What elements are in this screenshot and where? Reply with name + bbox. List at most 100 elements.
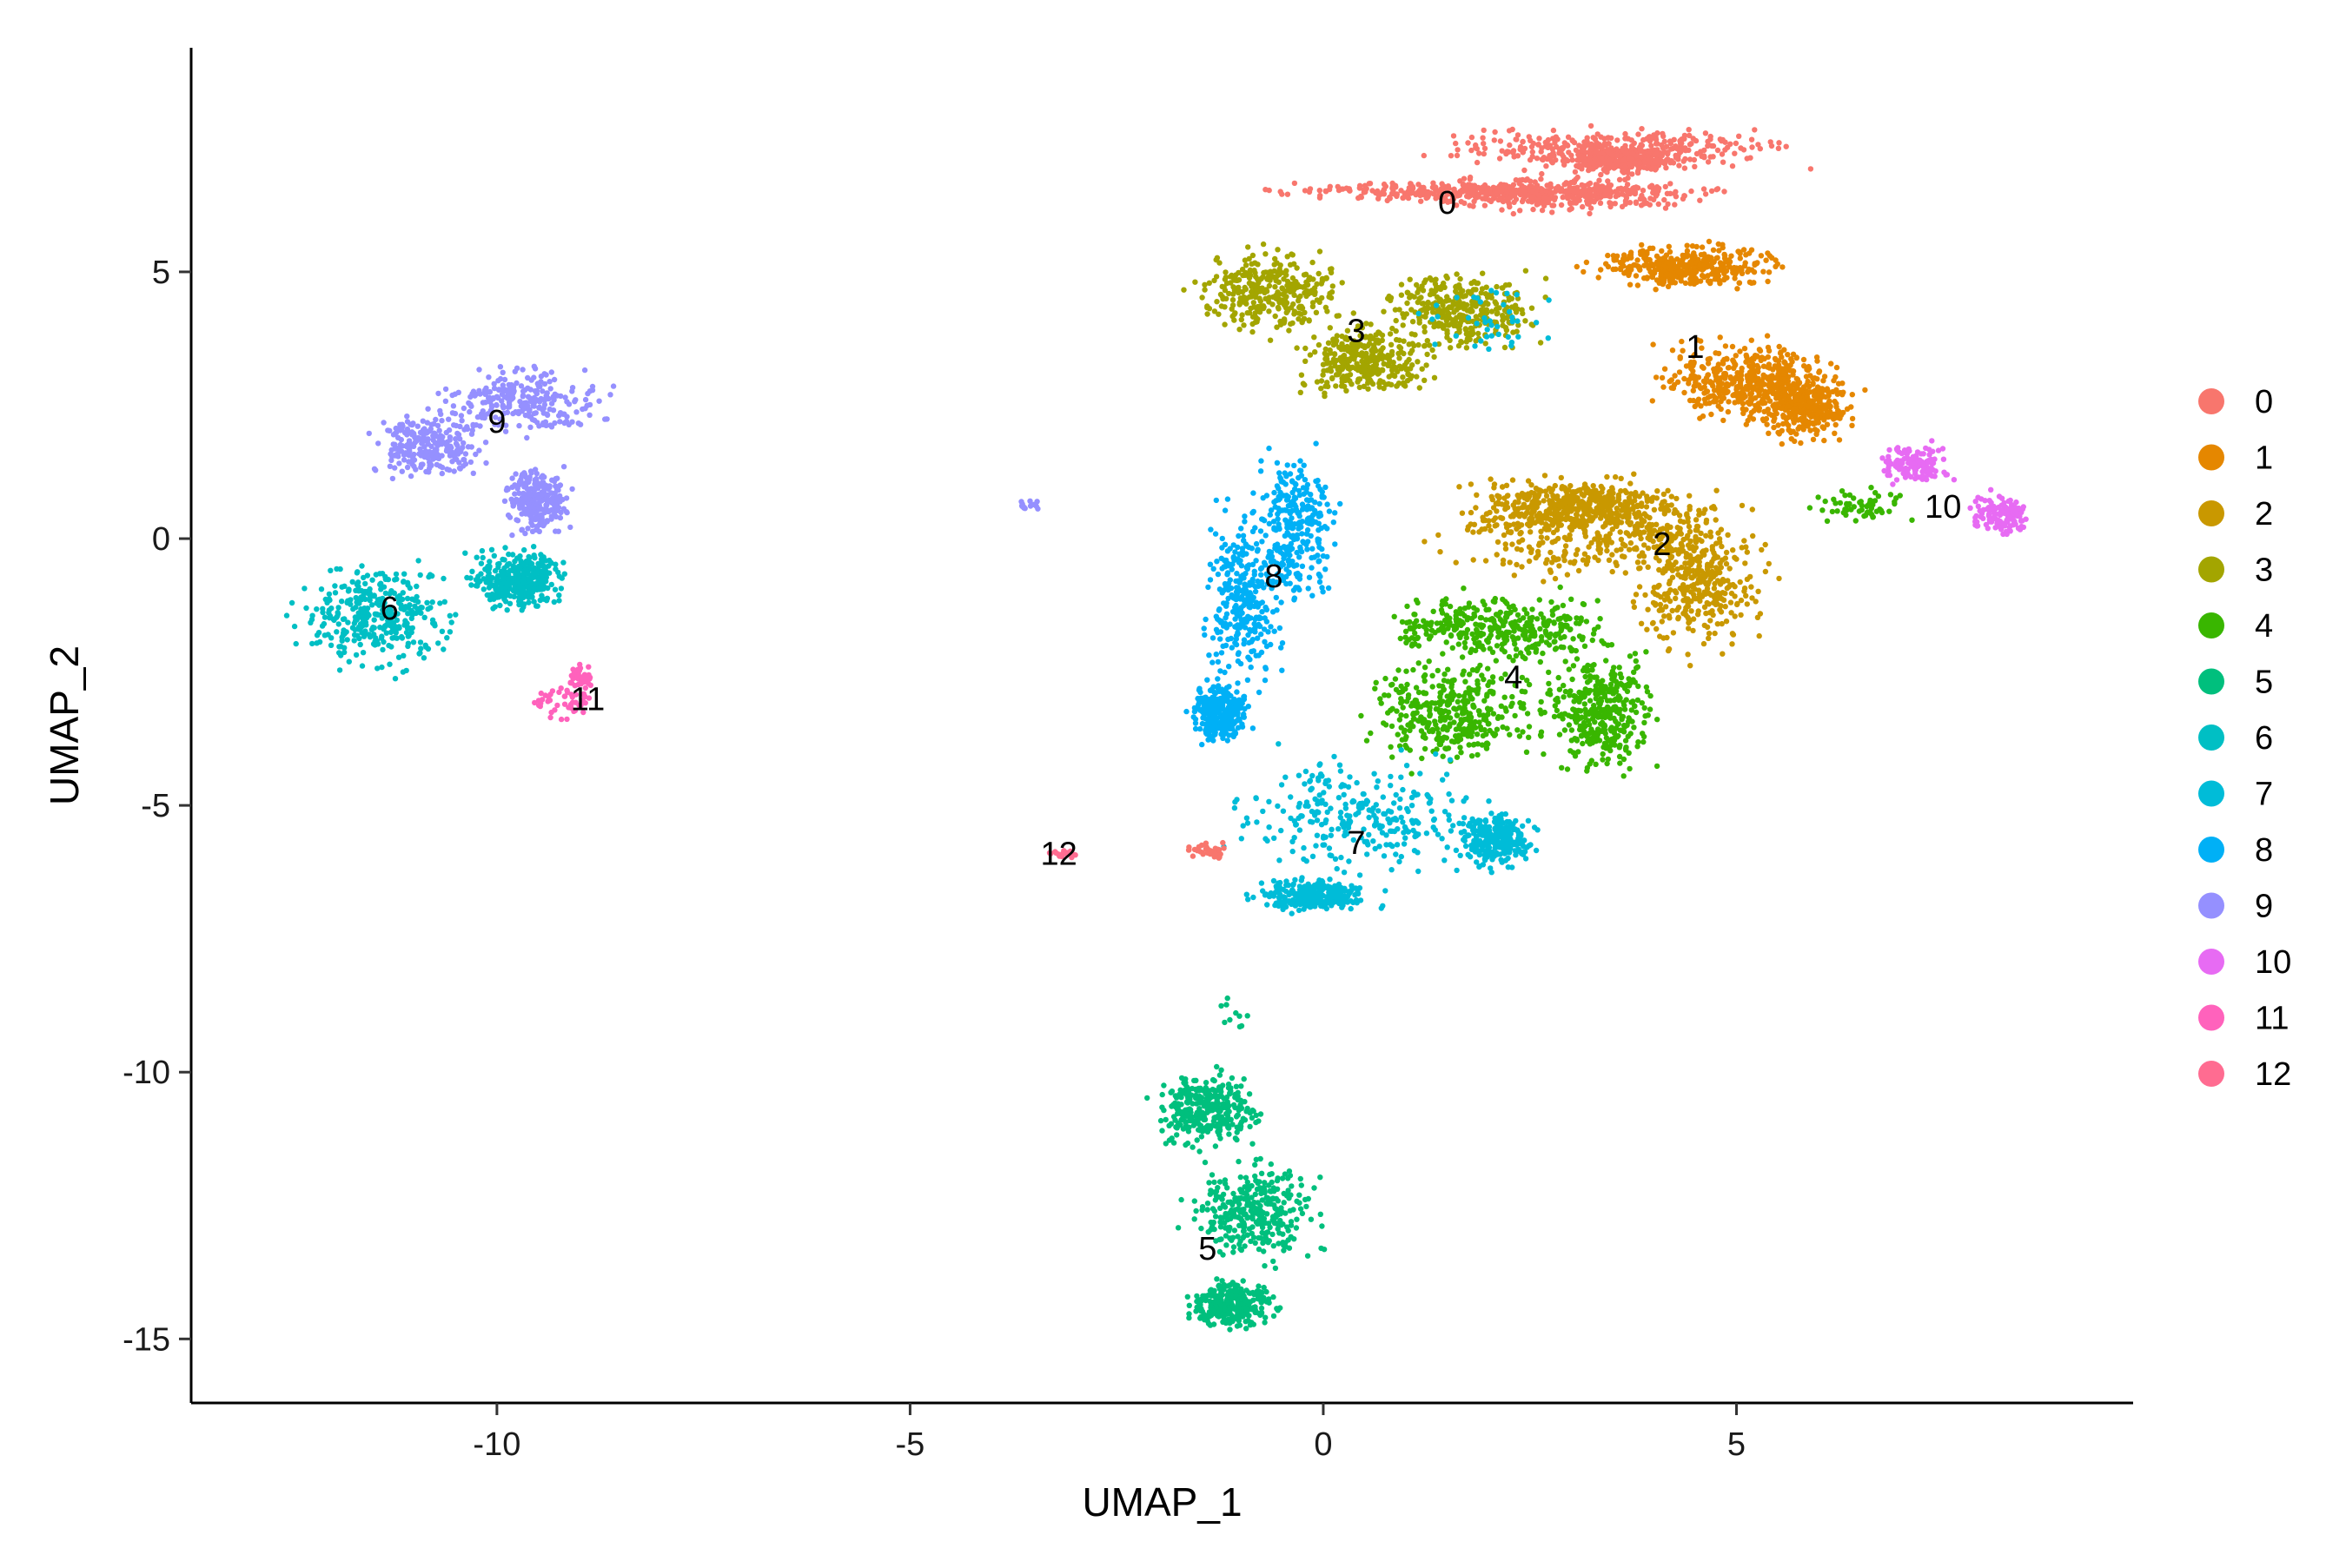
point bbox=[1502, 546, 1509, 552]
point bbox=[1722, 343, 1729, 349]
point bbox=[1454, 152, 1461, 159]
point bbox=[1722, 375, 1728, 381]
point bbox=[1506, 128, 1513, 134]
point bbox=[1688, 274, 1694, 281]
point bbox=[1388, 297, 1394, 304]
point bbox=[1435, 532, 1441, 539]
point bbox=[1700, 186, 1707, 192]
point bbox=[1665, 201, 1671, 208]
point bbox=[1691, 359, 1697, 366]
point bbox=[1709, 546, 1716, 552]
point bbox=[1504, 600, 1510, 606]
point bbox=[1327, 360, 1334, 367]
point bbox=[1271, 261, 1277, 268]
point bbox=[1192, 279, 1198, 285]
point bbox=[1214, 299, 1220, 305]
point bbox=[1284, 191, 1291, 197]
point bbox=[1415, 359, 1421, 365]
point bbox=[1689, 243, 1696, 249]
point bbox=[1749, 144, 1755, 150]
point bbox=[1607, 513, 1614, 519]
point bbox=[1682, 575, 1688, 581]
point bbox=[1663, 157, 1669, 163]
point bbox=[1238, 316, 1245, 323]
point bbox=[1595, 557, 1601, 564]
point bbox=[1602, 192, 1608, 199]
point bbox=[1652, 591, 1659, 598]
point bbox=[1705, 263, 1711, 269]
point bbox=[1697, 197, 1703, 203]
point bbox=[1541, 473, 1548, 479]
point bbox=[1610, 490, 1616, 496]
point bbox=[1431, 374, 1438, 380]
point bbox=[1589, 637, 1596, 644]
point bbox=[1725, 578, 1731, 584]
point bbox=[1780, 371, 1786, 377]
point bbox=[1511, 199, 1517, 205]
point bbox=[1455, 641, 1462, 647]
point bbox=[1302, 188, 1309, 194]
point bbox=[1715, 384, 1721, 390]
point bbox=[1618, 488, 1624, 494]
point bbox=[1652, 160, 1659, 166]
point bbox=[1694, 278, 1700, 284]
point bbox=[1453, 283, 1460, 289]
point bbox=[1765, 278, 1771, 285]
point bbox=[1483, 284, 1489, 290]
point bbox=[1294, 345, 1300, 351]
point bbox=[1449, 317, 1456, 323]
point bbox=[1729, 343, 1736, 350]
point bbox=[1739, 545, 1745, 551]
point bbox=[1239, 312, 1245, 318]
point bbox=[1550, 554, 1557, 560]
point bbox=[1807, 166, 1814, 172]
point bbox=[1594, 598, 1600, 604]
point bbox=[1577, 192, 1584, 199]
point bbox=[1531, 632, 1538, 639]
point bbox=[1832, 411, 1838, 417]
point bbox=[1262, 289, 1268, 295]
point bbox=[1551, 153, 1557, 159]
point bbox=[1673, 559, 1679, 566]
point bbox=[1627, 281, 1634, 288]
point bbox=[1581, 551, 1588, 557]
point bbox=[1760, 268, 1766, 275]
point bbox=[1585, 182, 1592, 188]
point bbox=[1668, 493, 1675, 500]
point bbox=[1699, 538, 1705, 545]
point bbox=[1381, 308, 1387, 314]
point bbox=[1728, 610, 1734, 616]
point bbox=[1510, 210, 1517, 217]
point bbox=[1240, 272, 1246, 279]
point bbox=[1481, 127, 1487, 134]
point bbox=[1577, 486, 1583, 493]
point bbox=[1698, 149, 1704, 155]
point bbox=[1485, 301, 1491, 308]
point bbox=[1584, 135, 1590, 141]
point bbox=[1721, 189, 1727, 195]
point bbox=[1648, 261, 1654, 267]
point bbox=[1541, 498, 1547, 504]
point bbox=[1437, 549, 1443, 555]
point bbox=[1628, 255, 1634, 261]
point bbox=[1411, 620, 1418, 626]
point bbox=[1640, 517, 1646, 524]
point bbox=[1561, 645, 1567, 651]
point bbox=[1637, 267, 1643, 273]
point bbox=[1474, 146, 1481, 152]
point bbox=[1632, 651, 1639, 657]
point bbox=[1463, 301, 1470, 308]
point bbox=[1522, 268, 1529, 274]
point bbox=[1837, 415, 1843, 421]
point bbox=[1471, 613, 1478, 619]
point bbox=[1524, 611, 1530, 617]
point bbox=[1648, 498, 1655, 504]
point bbox=[1608, 539, 1615, 546]
point bbox=[1688, 608, 1694, 614]
point bbox=[1749, 595, 1755, 601]
point bbox=[1821, 437, 1827, 444]
point bbox=[1830, 388, 1836, 395]
point bbox=[1693, 539, 1700, 546]
point bbox=[1687, 493, 1693, 499]
point bbox=[1717, 606, 1723, 613]
